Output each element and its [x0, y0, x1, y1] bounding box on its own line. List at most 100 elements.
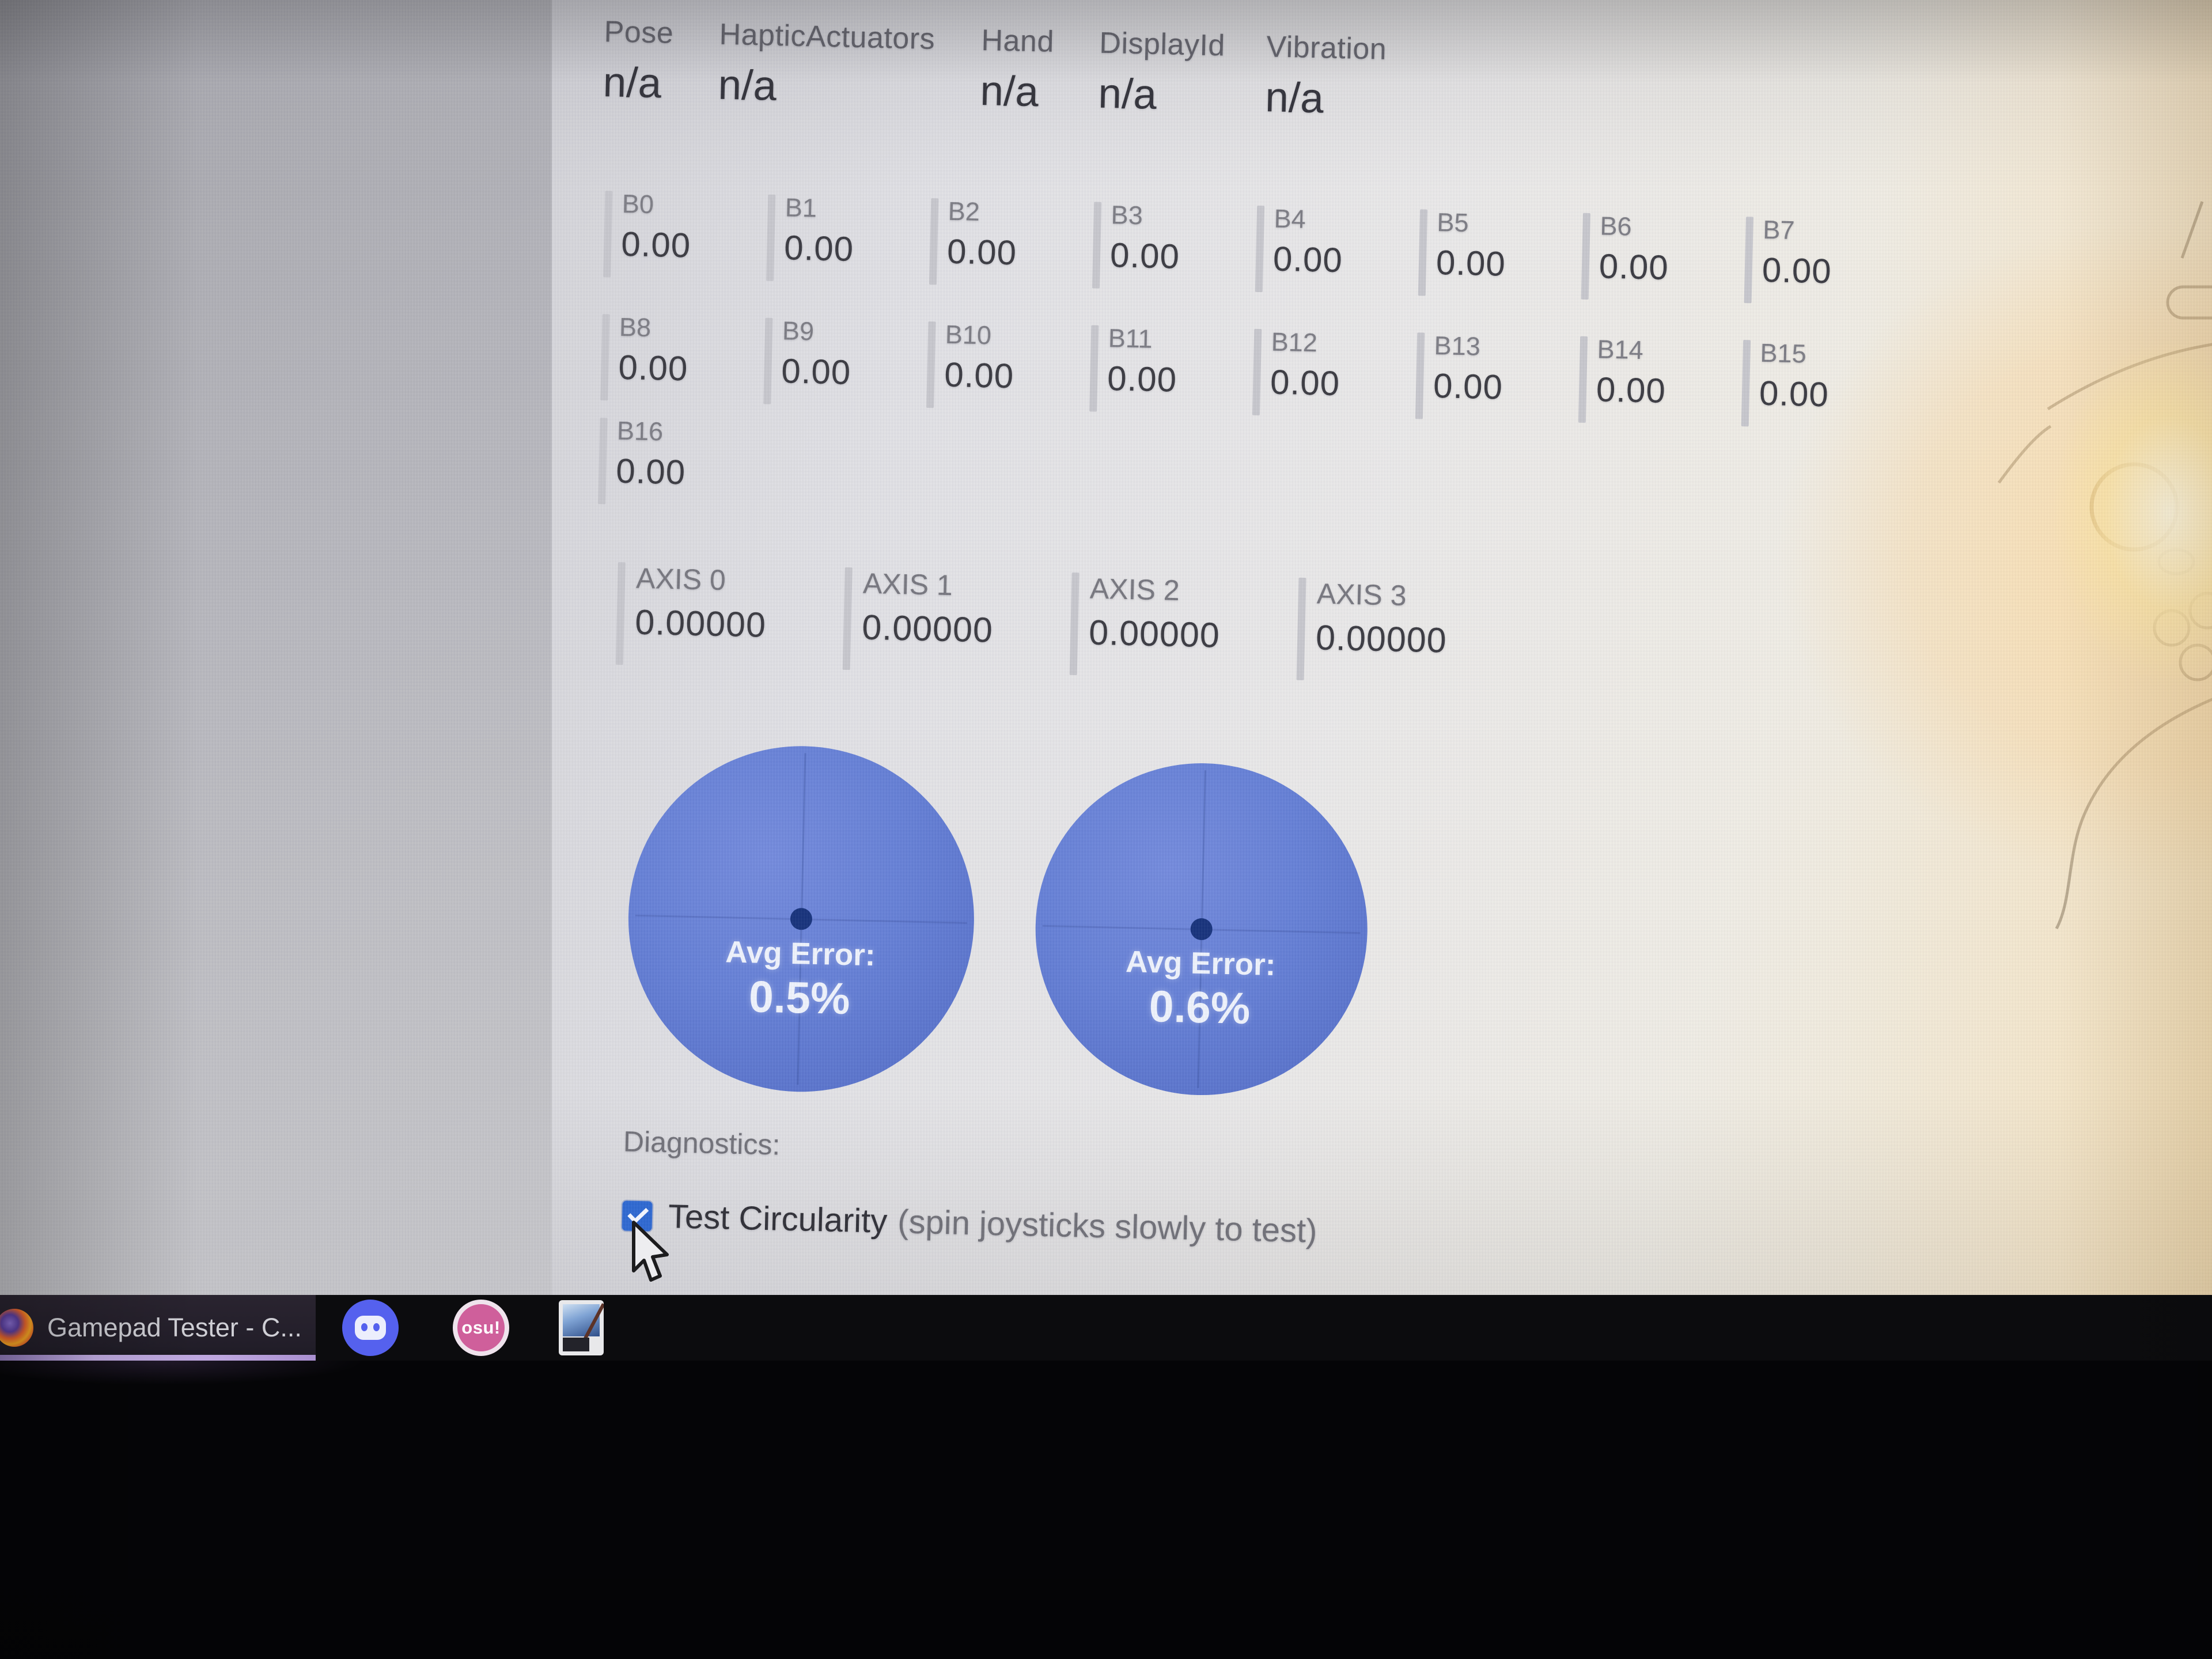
avg-error-value: 0.5%	[748, 972, 851, 1024]
device-field-vibration: Vibration n/a	[1265, 29, 1406, 124]
button-meter	[603, 191, 613, 278]
button-label: B2	[948, 196, 980, 226]
button-value: 0.00	[615, 451, 686, 492]
firefox-icon	[0, 1309, 33, 1347]
button-cell-b11: B11 0.00	[1089, 323, 1254, 415]
button-meter	[926, 321, 936, 408]
button-value: 0.00	[1270, 362, 1340, 403]
checkbox-hint: (spin joysticks slowly to test)	[897, 1203, 1318, 1250]
axis-value: 0.00000	[861, 607, 994, 650]
button-cell-b4: B4 0.00	[1255, 203, 1420, 296]
button-meter	[1418, 209, 1428, 296]
button-label: B10	[945, 319, 992, 350]
diagnostics-heading: Diagnostics:	[623, 1125, 781, 1161]
button-meter	[1252, 328, 1262, 416]
button-row-2: B8 0.00 B9 0.00 B10 0.00 B11 0.00 B12 0.00 B1…	[600, 312, 1906, 430]
device-field-pose: Pose n/a	[603, 14, 720, 108]
axis-meter	[1069, 572, 1080, 676]
axis-meter	[842, 567, 853, 671]
paint-icon[interactable]	[559, 1300, 604, 1355]
button-label: B7	[1762, 214, 1796, 245]
button-cell-b5: B5 0.00	[1418, 207, 1583, 299]
axis-cell-1: AXIS 1 0.00000	[842, 566, 1072, 675]
button-label: B1	[785, 192, 817, 223]
button-meter	[763, 317, 773, 404]
button-meter	[1581, 213, 1591, 300]
button-cell-b6: B6 0.00	[1581, 211, 1746, 303]
button-meter	[1092, 202, 1102, 289]
avg-error-label: Avg Error:	[725, 935, 876, 973]
field-label: Vibration	[1266, 30, 1387, 66]
taskbar-active-window-button[interactable]: Gamepad Tester - C...	[0, 1295, 316, 1361]
button-meter	[1089, 325, 1099, 412]
device-field-displayid: DisplayId n/a	[1098, 26, 1267, 122]
axis-value: 0.00000	[1315, 618, 1448, 660]
axis-label: AXIS 3	[1316, 577, 1407, 612]
button-meter	[1255, 205, 1265, 293]
button-label: B0	[622, 188, 654, 219]
axis-cell-0: AXIS 0 0.00000	[615, 561, 845, 670]
button-label: B8	[619, 312, 652, 343]
button-label: B14	[1597, 334, 1644, 365]
button-value: 0.00	[1435, 243, 1506, 283]
axis-label: AXIS 1	[862, 567, 953, 602]
paint-dark-area	[563, 1338, 589, 1351]
button-cell-b16: B16 0.00	[598, 415, 763, 507]
button-value: 0.00	[1109, 236, 1180, 276]
osu-icon[interactable]: osu!	[453, 1300, 509, 1356]
button-meter	[1741, 340, 1751, 427]
discord-icon[interactable]	[342, 1300, 399, 1356]
circularity-plot-right: Avg Error: 0.6%	[1032, 759, 1372, 1099]
button-cell-b9: B9 0.00	[763, 316, 928, 408]
button-meter	[1744, 217, 1753, 304]
button-meter	[1415, 332, 1425, 419]
button-meter	[766, 194, 776, 281]
field-value: n/a	[979, 67, 1039, 116]
field-value: n/a	[602, 59, 662, 107]
button-value: 0.00	[1272, 239, 1343, 280]
circularity-plot-left: Avg Error: 0.5%	[624, 742, 978, 1096]
button-label: B4	[1274, 203, 1306, 234]
axis-cell-2: AXIS 2 0.00000	[1069, 571, 1299, 680]
avg-error-label: Avg Error:	[1125, 944, 1277, 982]
screen: Pose n/a HapticActuators n/a Hand n/a Di…	[0, 0, 2212, 1362]
button-label: B11	[1108, 323, 1153, 354]
button-label: B13	[1434, 330, 1481, 361]
button-value: 0.00	[620, 224, 691, 265]
button-row-1: B0 0.00 B1 0.00 B2 0.00 B3 0.00 B4 0.00 B5 0.0…	[603, 188, 1909, 306]
button-label: B5	[1437, 207, 1469, 238]
button-row-3: B16 0.00	[598, 415, 763, 507]
button-cell-b13: B13 0.00	[1415, 330, 1580, 422]
button-cell-b14: B14 0.00	[1578, 334, 1743, 426]
avg-error-value: 0.6%	[1148, 981, 1251, 1033]
mouse-cursor-icon	[632, 1221, 669, 1282]
button-value: 0.00	[783, 228, 854, 269]
discord-logo-icon	[355, 1316, 386, 1340]
axis-value: 0.00000	[1088, 612, 1221, 655]
device-field-hand: Hand n/a	[980, 23, 1100, 118]
stick-center-dot-icon	[790, 907, 813, 930]
field-label: HapticActuators	[719, 17, 935, 56]
axis-meter	[615, 562, 626, 665]
button-value: 0.00	[1596, 370, 1666, 411]
field-label: DisplayId	[1099, 26, 1226, 63]
device-info-row: Pose n/a HapticActuators n/a Hand n/a Di…	[603, 14, 1405, 124]
active-task-underline	[0, 1355, 316, 1361]
button-meter	[600, 314, 610, 401]
stick-center-dot-icon	[1190, 918, 1213, 941]
field-label: Hand	[980, 23, 1055, 59]
taskbar: Gamepad Tester - C... osu!	[0, 1295, 2212, 1361]
checkbox-label[interactable]: Test Circularity	[668, 1198, 888, 1240]
page-content: Pose n/a HapticActuators n/a Hand n/a Di…	[0, 0, 2211, 1362]
button-meter	[1578, 336, 1588, 423]
field-label: Pose	[604, 15, 674, 50]
button-meter	[598, 418, 608, 505]
button-value: 0.00	[618, 347, 689, 388]
axis-label: AXIS 2	[1089, 572, 1180, 607]
button-label: B6	[1599, 211, 1633, 241]
axis-label: AXIS 0	[635, 562, 726, 597]
field-value: n/a	[1264, 74, 1324, 122]
field-value: n/a	[1097, 70, 1157, 118]
axis-value: 0.00000	[634, 602, 767, 645]
